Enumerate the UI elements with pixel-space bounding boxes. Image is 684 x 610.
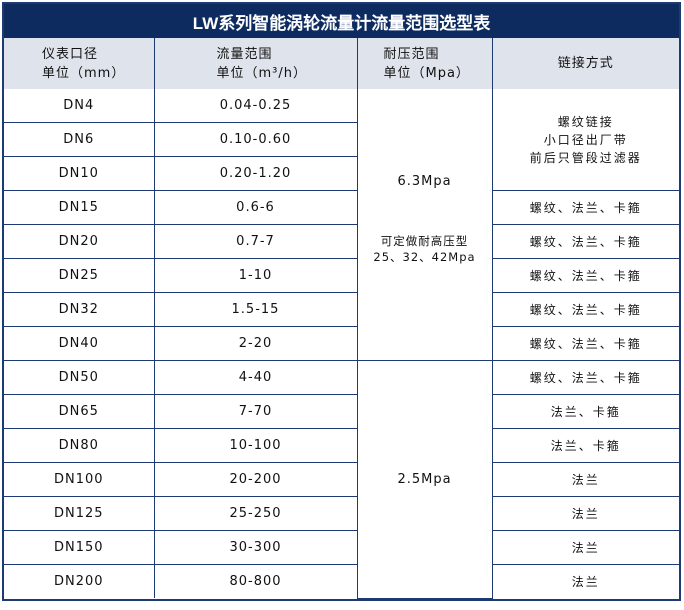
connection-cell: 螺纹、法兰、卡箍	[491, 258, 679, 293]
header-text: 仪表口径	[42, 46, 99, 62]
connection-cell: 螺纹、法兰、卡箍	[491, 190, 679, 225]
flow-cell: 2-20	[153, 326, 358, 361]
pressure-note: 可定做耐高压型	[380, 234, 469, 248]
diameter-cell: DN10	[4, 156, 155, 191]
diameter-cell: DN100	[4, 462, 155, 497]
diameter-cell: DN6	[4, 122, 155, 157]
table: 仪表口径单位（mm） 流量范围单位（m³/h） 耐压范围单位（Mpa） 链接方式…	[4, 38, 679, 599]
diameter-cell: DN65	[4, 394, 155, 429]
table-row: DN50 4-40 2.5Mpa 螺纹、法兰、卡箍	[4, 360, 679, 599]
diameter-cell: DN125	[4, 496, 155, 531]
table-row: DN25 1-10 螺纹、法兰、卡箍	[4, 258, 679, 293]
connection-cell: 法兰	[491, 530, 679, 565]
header-text: 单位（mm）	[42, 65, 126, 81]
flow-cell: 0.10-0.60	[153, 122, 357, 157]
table-row: DN32 1.5-15 螺纹、法兰、卡箍	[4, 292, 679, 327]
connection-line: 前后只管段过滤器	[529, 150, 642, 165]
header-row: 仪表口径单位（mm） 流量范围单位（m³/h） 耐压范围单位（Mpa） 链接方式	[4, 38, 679, 89]
table-row: DN200 80-800 法兰	[4, 564, 679, 598]
header-diameter: 仪表口径单位（mm）	[4, 38, 155, 89]
diameter-cell: DN4	[4, 89, 155, 123]
flow-cell: 7-70	[153, 394, 358, 429]
table-row: DN6 0.10-0.60	[4, 122, 679, 157]
diameter-cell: DN50	[4, 360, 155, 395]
flow-cell: 20-200	[153, 462, 358, 497]
table-row: DN4 0.04-0.25 6.3Mpa 可定做耐高压型 25、32、42Mpa 螺纹链接…	[4, 89, 679, 361]
flow-cell: 0.04-0.25	[153, 89, 358, 123]
table-row: DN150 30-300 法兰	[4, 530, 679, 565]
flow-cell: 1.5-15	[153, 292, 358, 327]
diameter-cell: DN80	[4, 428, 155, 463]
connection-cell: 螺纹链接小口径出厂带 前后只管段过滤器	[491, 89, 679, 191]
connection-cell: 螺纹、法兰、卡箍	[491, 326, 679, 361]
flow-cell: 80-800	[153, 564, 358, 598]
pressure-value: 6.3Mpa	[397, 174, 452, 189]
connection-cell: 法兰、卡箍	[491, 394, 679, 429]
connection-cell: 螺纹、法兰、卡箍	[491, 360, 679, 395]
diameter-cell: DN25	[4, 258, 155, 293]
diameter-cell: DN20	[4, 224, 155, 259]
header-text: 单位（Mpa）	[383, 65, 470, 81]
pressure-note: 25、32、42Mpa	[373, 250, 476, 264]
connection-cell: 法兰	[491, 462, 679, 497]
table-row: DN125 25-250 法兰	[4, 496, 679, 531]
connection-cell: 法兰	[491, 496, 679, 531]
table-row: DN80 10-100 法兰、卡箍	[4, 428, 679, 463]
header-text: 流量范围	[216, 46, 273, 62]
flow-cell: 1-10	[153, 258, 358, 293]
flow-cell: 30-300	[153, 530, 358, 565]
table-row: DN100 20-200 法兰	[4, 462, 679, 497]
connection-cell: 法兰、卡箍	[491, 428, 679, 463]
diameter-cell: DN200	[4, 564, 155, 598]
header-text: 单位（m³/h）	[216, 65, 307, 81]
connection-line: 螺纹链接	[557, 114, 614, 129]
pressure-cell: 6.3Mpa 可定做耐高压型 25、32、42Mpa	[356, 89, 493, 361]
table-row: DN65 7-70 法兰、卡箍	[4, 394, 679, 429]
header-flow: 流量范围单位（m³/h）	[153, 38, 358, 89]
diameter-cell: DN32	[4, 292, 155, 327]
table-row: DN40 2-20 螺纹、法兰、卡箍	[4, 326, 679, 361]
flow-cell: 10-100	[153, 428, 358, 463]
flow-cell: 0.20-1.20	[153, 156, 357, 191]
connection-cell: 螺纹、法兰、卡箍	[491, 292, 679, 327]
header-text: 耐压范围	[383, 46, 440, 62]
table-row: DN15 0.6-6 螺纹、法兰、卡箍	[4, 190, 679, 225]
flow-cell: 25-250	[153, 496, 358, 531]
table-row: DN20 0.7-7 螺纹、法兰、卡箍	[4, 224, 679, 259]
diameter-cell: DN40	[4, 326, 155, 361]
table-title: LW系列智能涡轮流量计流量范围选型表	[4, 4, 679, 38]
selection-table: LW系列智能涡轮流量计流量范围选型表 仪表口径单位（mm） 流量范围单位（m³/…	[2, 2, 681, 601]
flow-cell: 4-40	[153, 360, 358, 395]
pressure-cell: 2.5Mpa	[356, 360, 493, 599]
connection-cell: 螺纹、法兰、卡箍	[491, 224, 679, 259]
connection-line: 小口径出厂带	[543, 132, 628, 147]
connection-cell: 法兰	[491, 564, 679, 598]
diameter-cell: DN150	[4, 530, 155, 565]
diameter-cell: DN15	[4, 190, 155, 225]
flow-cell: 0.7-7	[153, 224, 358, 259]
header-connection: 链接方式	[491, 38, 679, 89]
flow-cell: 0.6-6	[153, 190, 358, 225]
header-pressure: 耐压范围单位（Mpa）	[356, 38, 493, 89]
